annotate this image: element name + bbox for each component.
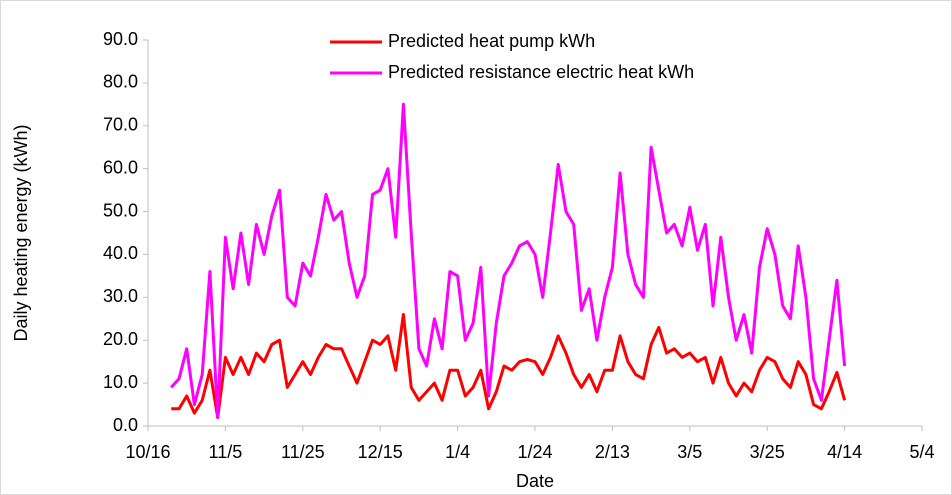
y-tick-label: 80.0: [103, 72, 138, 92]
x-tick-label: 3/25: [750, 442, 785, 462]
x-axis-label: Date: [516, 471, 554, 491]
x-tick-label: 1/24: [517, 442, 552, 462]
x-tick-label: 10/16: [125, 442, 170, 462]
y-tick-label: 70.0: [103, 115, 138, 135]
x-tick-label: 4/14: [827, 442, 862, 462]
x-tick-label: 12/15: [358, 442, 403, 462]
data-line: [170, 102, 847, 419]
y-tick-label: 20.0: [103, 329, 138, 349]
legend-label: Predicted resistance electric heat kWh: [388, 62, 694, 82]
data-line: [171, 313, 847, 419]
x-tick-label: 11/5: [209, 442, 243, 462]
x-tick-label: 11/25: [281, 442, 325, 462]
y-tick-label: 40.0: [103, 243, 138, 263]
y-tick-label: 50.0: [103, 200, 138, 220]
y-tick-label: 10.0: [103, 372, 138, 392]
x-tick-label: 3/5: [677, 442, 702, 462]
y-tick-label: 60.0: [103, 157, 138, 177]
x-tick-label: 5/4: [909, 442, 934, 462]
y-axis-label: Daily heating energy (kWh): [11, 124, 31, 341]
x-tick-label: 1/4: [445, 442, 470, 462]
y-tick-label: 30.0: [103, 286, 138, 306]
y-tick-label: 0.0: [113, 415, 138, 435]
x-tick-label: 2/13: [595, 442, 630, 462]
y-tick-label: 90.0: [103, 29, 138, 49]
legend-label: Predicted heat pump kWh: [388, 31, 595, 51]
